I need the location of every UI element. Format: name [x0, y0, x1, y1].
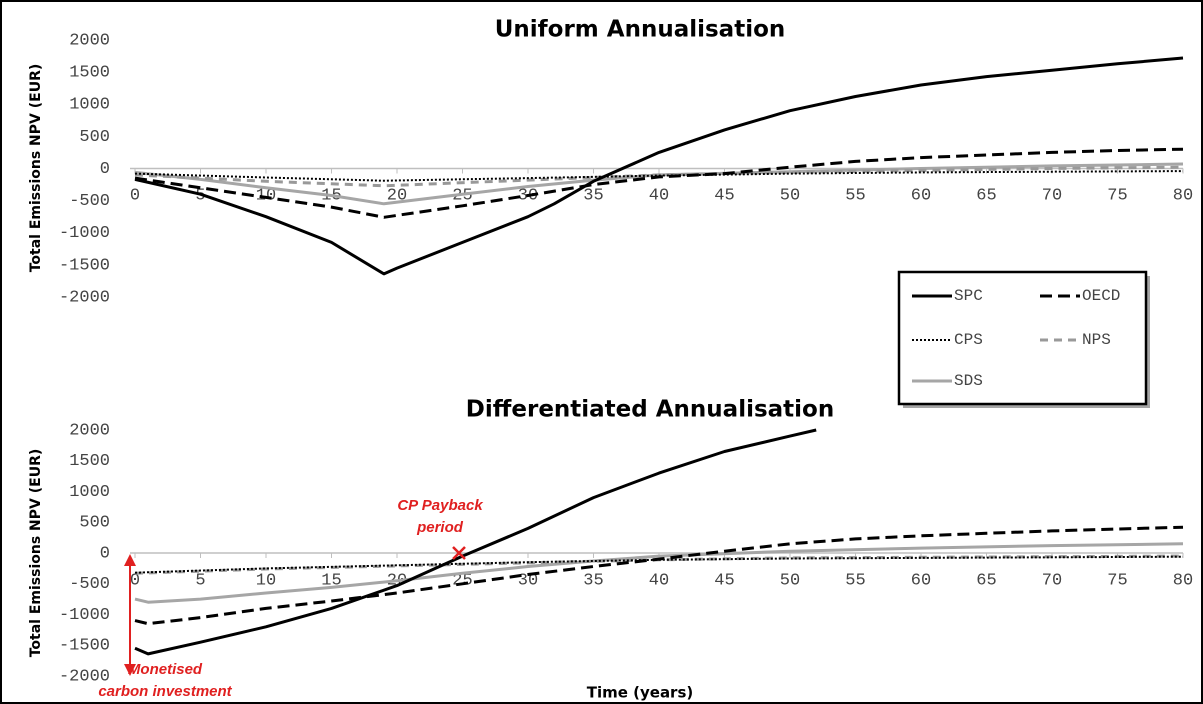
y-tick-label: -2000: [59, 667, 110, 686]
x-axis-label: Time (years): [587, 684, 694, 702]
x-tick-label: 45: [714, 186, 734, 205]
y-tick-label: 0: [100, 544, 110, 563]
y-tick-label: -1500: [59, 637, 110, 656]
x-tick-label: 80: [1173, 571, 1193, 590]
legend-label: SDS: [954, 372, 983, 390]
x-tick-label: 40: [649, 571, 669, 590]
x-tick-label: 55: [845, 186, 865, 205]
annotation: period: [416, 519, 464, 536]
y-tick-label: 1500: [69, 452, 110, 471]
y-tick-label: 500: [79, 128, 110, 147]
y-tick-label: -2000: [59, 288, 110, 307]
y-tick-label: -500: [69, 192, 110, 211]
y-tick-label: -500: [69, 575, 110, 594]
x-tick-label: 70: [1042, 571, 1062, 590]
y-tick-label: 0: [100, 160, 110, 179]
x-tick-label: 50: [780, 571, 800, 590]
x-tick-label: 65: [976, 186, 996, 205]
legend-label: OECD: [1082, 287, 1120, 305]
series-line: [134, 162, 1184, 206]
annotation: carbon investment: [98, 683, 232, 700]
x-tick-label: 30: [518, 571, 538, 590]
x-tick-label: 25: [452, 186, 472, 205]
x-tick-label: 60: [911, 571, 931, 590]
x-tick-label: 5: [195, 571, 205, 590]
series-line: [134, 147, 1184, 219]
y-axis-label: Total Emissions NPV (EUR): [28, 64, 44, 273]
y-tick-label: 2000: [69, 31, 110, 50]
y-tick-label: 1000: [69, 483, 110, 502]
legend-label: NPS: [1082, 331, 1111, 349]
legend-items: SPC OECD CPS NPS SDS: [912, 287, 1120, 390]
y-tick-label: 2000: [69, 421, 110, 440]
y-tick-label: -1000: [59, 224, 110, 243]
x-tick-label: 65: [976, 571, 996, 590]
y-tick-label: 1500: [69, 64, 110, 83]
x-tick-label: 55: [845, 571, 865, 590]
y-tick-label: 1000: [69, 96, 110, 115]
series-line: [134, 525, 1184, 626]
series-line: [134, 542, 1184, 604]
series-line: [134, 56, 1184, 276]
x-tick-label: 70: [1042, 186, 1062, 205]
chart-title: Uniform Annualisation: [495, 17, 786, 43]
arrow-head: [124, 664, 136, 676]
x-tick-label: 80: [1173, 186, 1193, 205]
annotation: Monetised: [128, 661, 203, 678]
chart-title: Differentiated Annualisation: [466, 397, 834, 423]
x-tick-label: 5: [195, 186, 205, 205]
y-tick-label: -1000: [59, 606, 110, 625]
x-tick-label: 45: [714, 571, 734, 590]
y-axis-label: Total Emissions NPV (EUR): [28, 449, 44, 658]
x-tick-label: 0: [130, 571, 140, 590]
x-tick-label: 60: [911, 186, 931, 205]
y-tick-label: -1500: [59, 256, 110, 275]
x-tick-label: 35: [583, 186, 603, 205]
x-tick-label: 75: [1107, 571, 1127, 590]
arrow-head: [124, 554, 136, 566]
cross-marker: [452, 546, 466, 560]
x-tick-label: 0: [130, 186, 140, 205]
x-tick-label: 35: [583, 571, 603, 590]
x-tick-label: 50: [780, 186, 800, 205]
y-tick-label: 500: [79, 514, 110, 533]
legend-label: SPC: [954, 287, 983, 305]
annotation: CP Payback: [397, 497, 483, 514]
legend-label: CPS: [954, 331, 983, 349]
x-tick-label: 40: [649, 186, 669, 205]
x-tick-label: 10: [256, 571, 276, 590]
x-tick-label: 75: [1107, 186, 1127, 205]
